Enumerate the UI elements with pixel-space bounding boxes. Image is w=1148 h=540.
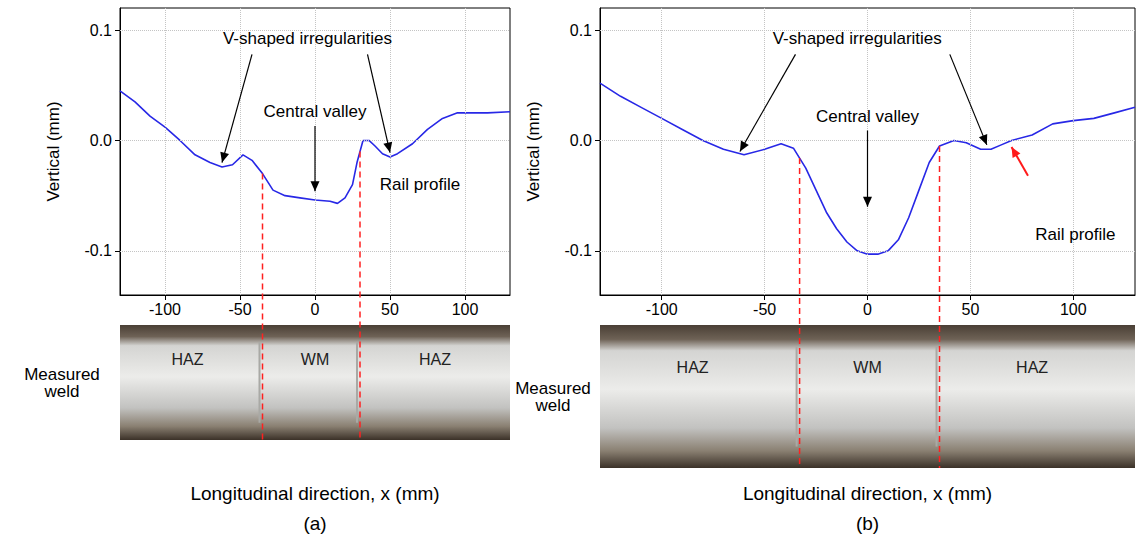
svg-text:50: 50 [381, 301, 399, 318]
svg-text:Measured: Measured [515, 378, 591, 398]
svg-text:HAZ: HAZ [172, 351, 204, 368]
svg-text:0: 0 [311, 301, 320, 318]
svg-text:-0.1: -0.1 [564, 242, 592, 259]
svg-text:-50: -50 [228, 301, 251, 318]
svg-text:WM: WM [853, 359, 881, 376]
svg-text:weld: weld [535, 396, 571, 415]
svg-text:Central valley: Central valley [816, 107, 919, 126]
svg-text:0.1: 0.1 [570, 22, 592, 39]
svg-text:Vertical (mm): Vertical (mm) [524, 101, 543, 201]
svg-text:Vertical (mm): Vertical (mm) [44, 101, 63, 201]
svg-text:0.1: 0.1 [90, 22, 112, 39]
svg-text:V-shaped irregularities: V-shaped irregularities [773, 29, 942, 48]
svg-text:Longitudinal direction, x (mm): Longitudinal direction, x (mm) [190, 483, 439, 504]
svg-text:HAZ: HAZ [1016, 359, 1048, 376]
svg-text:(a): (a) [303, 513, 326, 534]
svg-text:Central valley: Central valley [264, 102, 367, 121]
svg-text:Longitudinal direction, x (mm): Longitudinal direction, x (mm) [743, 483, 992, 504]
svg-text:HAZ: HAZ [677, 359, 709, 376]
svg-text:100: 100 [452, 301, 479, 318]
svg-text:WM: WM [301, 351, 329, 368]
svg-text:100: 100 [1060, 301, 1087, 318]
svg-text:0.0: 0.0 [90, 132, 112, 149]
svg-text:HAZ: HAZ [419, 351, 451, 368]
svg-text:0: 0 [863, 301, 872, 318]
svg-text:Rail profile: Rail profile [1035, 225, 1115, 244]
svg-text:-100: -100 [149, 301, 181, 318]
svg-text:50: 50 [961, 301, 979, 318]
svg-text:-0.1: -0.1 [84, 242, 112, 259]
svg-text:Measured: Measured [24, 364, 100, 384]
svg-text:weld: weld [44, 382, 80, 401]
svg-text:Rail profile: Rail profile [380, 175, 460, 194]
svg-text:(b): (b) [856, 513, 879, 534]
svg-text:V-shaped irregularities: V-shaped irregularities [223, 29, 392, 48]
svg-text:-100: -100 [646, 301, 678, 318]
svg-text:0.0: 0.0 [570, 132, 592, 149]
svg-text:-50: -50 [753, 301, 776, 318]
